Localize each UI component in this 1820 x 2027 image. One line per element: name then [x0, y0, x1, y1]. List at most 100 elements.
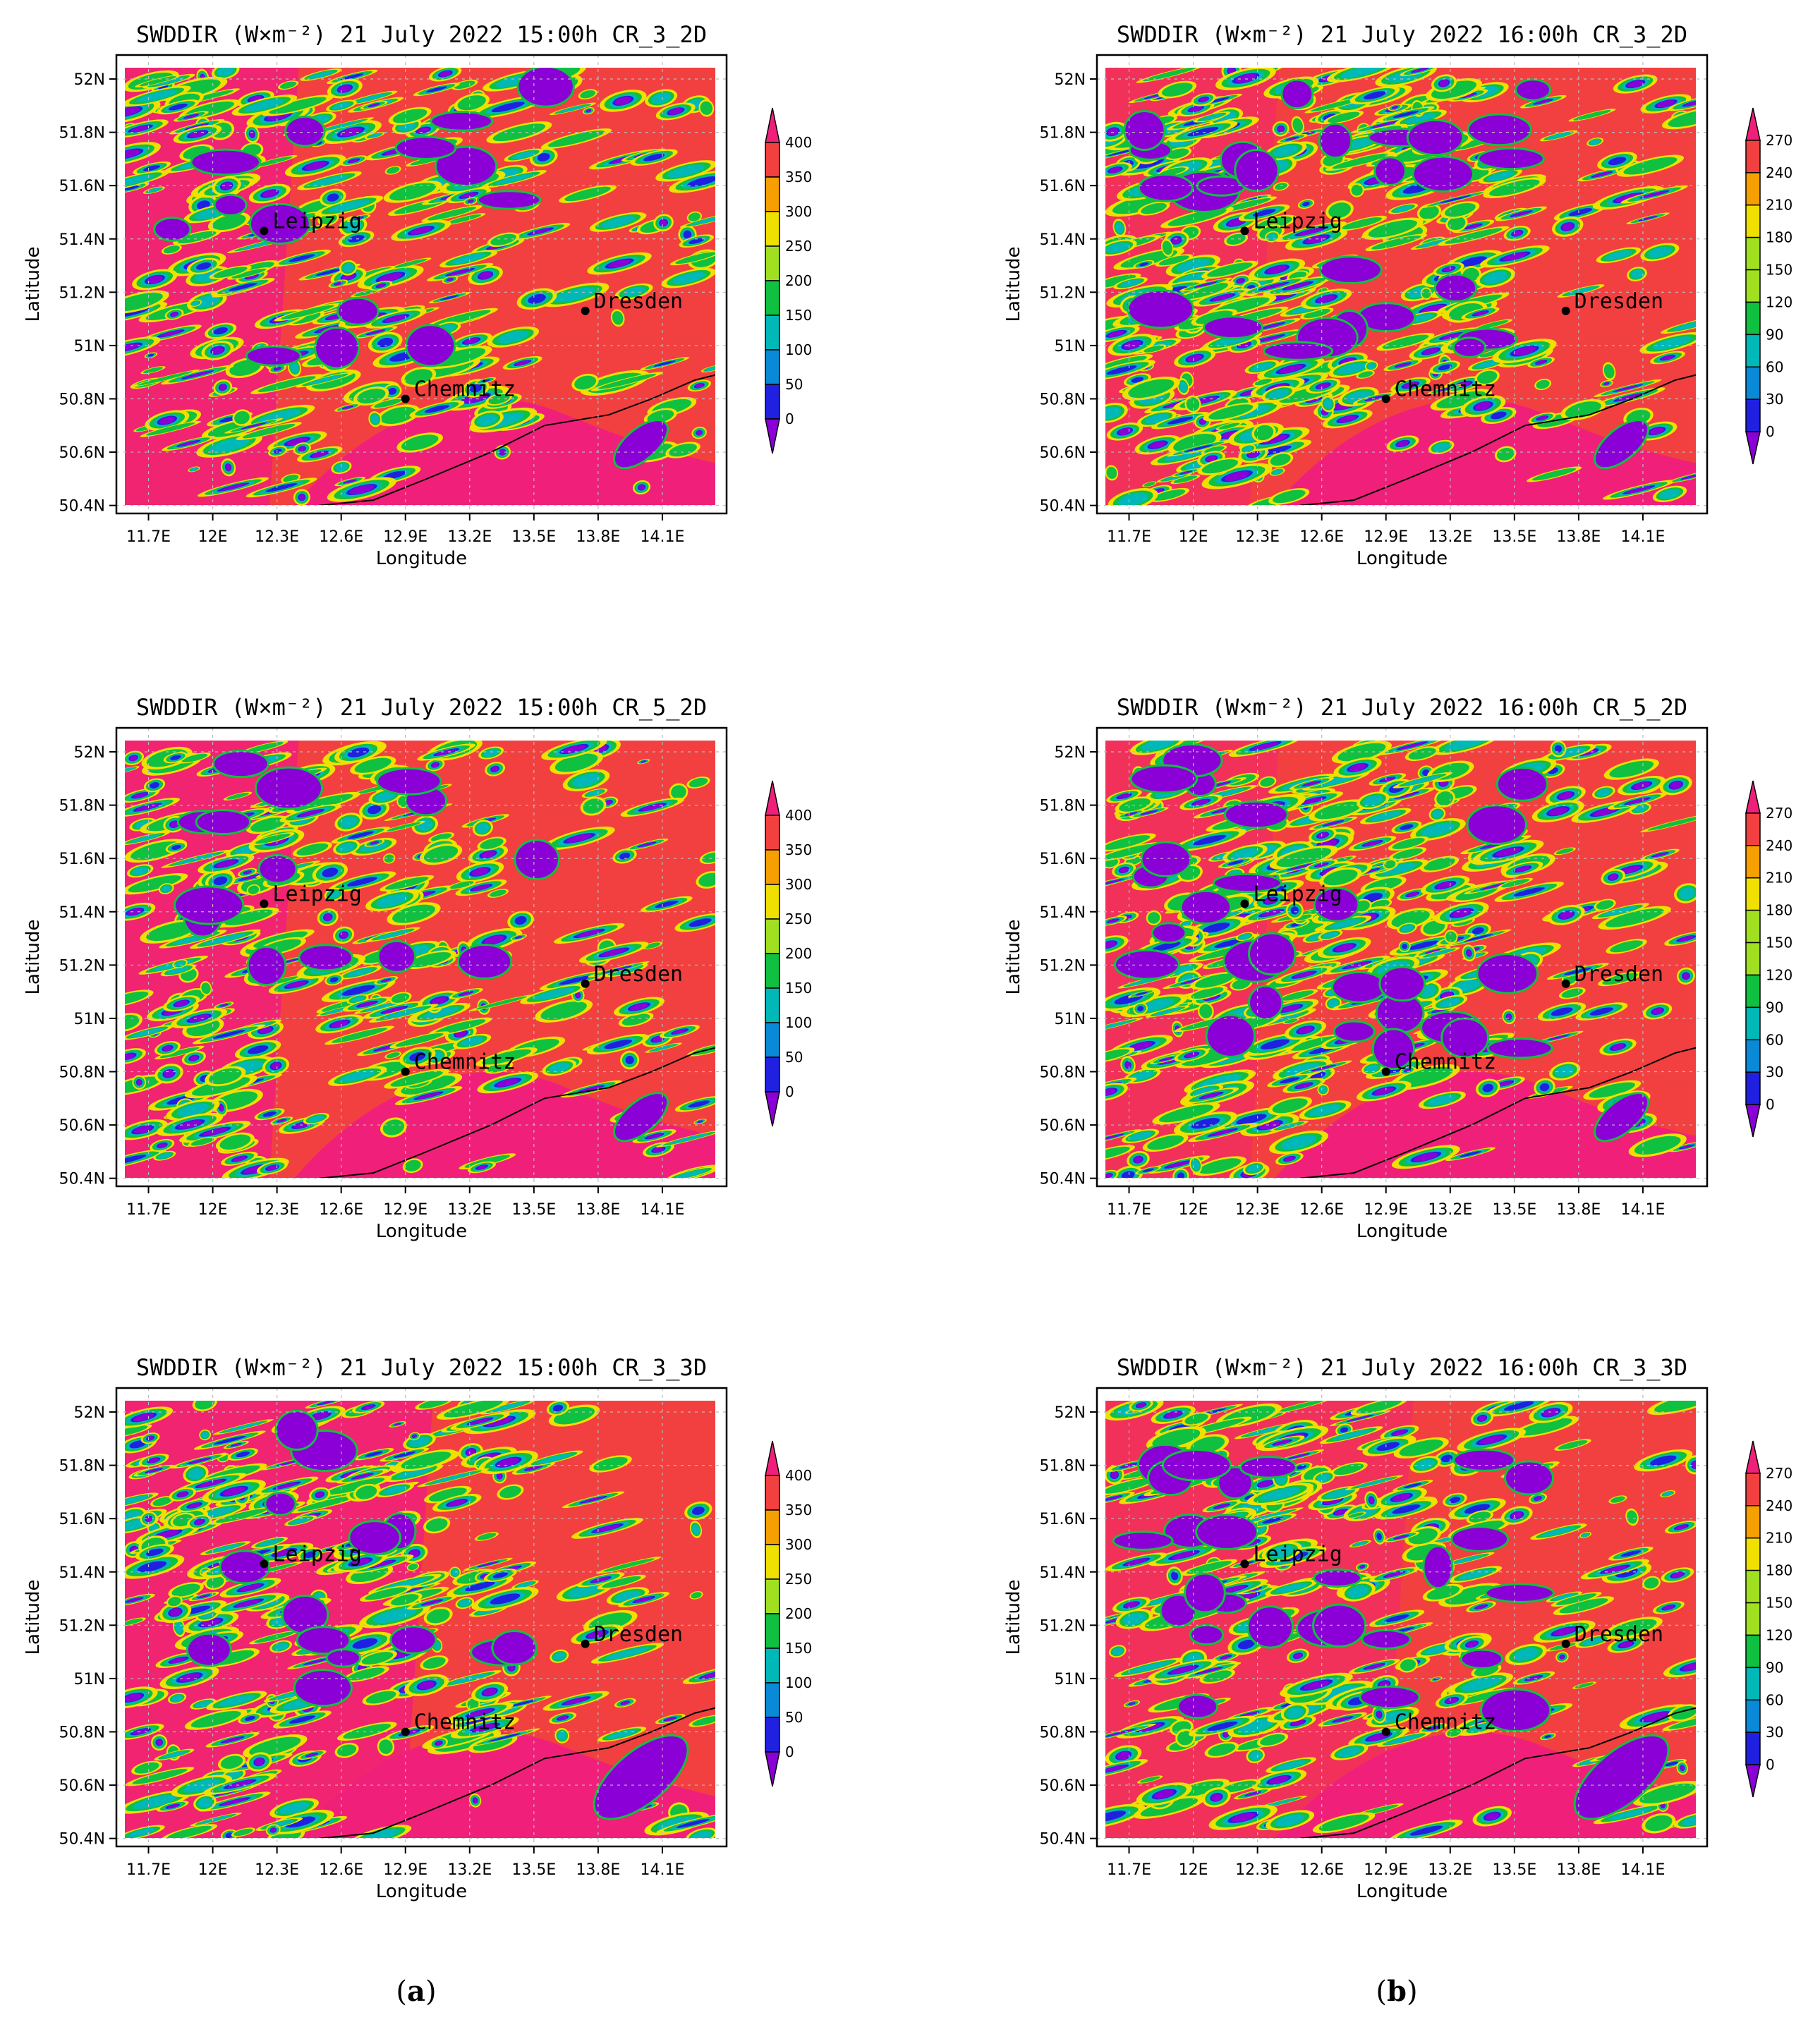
cloud-mid [1547, 132, 1570, 140]
map-frame [115, 726, 728, 1188]
cloud-core [672, 1028, 687, 1035]
cloud-mid [1273, 145, 1299, 157]
cloud-ring [386, 1052, 400, 1059]
cloud-mid [375, 791, 396, 802]
map-panel-1: SWDDIR (W×m⁻²) 21 July 2022 16:00h CR_3_… [1003, 21, 1792, 569]
cloud-core [491, 766, 499, 772]
cloud-core [468, 200, 473, 203]
cloud-ring [1153, 489, 1186, 501]
cloud-dense [212, 1030, 245, 1039]
cloud-mid [1131, 1071, 1154, 1081]
cloud-core [1562, 222, 1574, 231]
cloud-core [1373, 121, 1398, 128]
cloud-ring [688, 777, 708, 788]
cloud-mid [376, 894, 408, 907]
cloud-ring [401, 434, 439, 451]
cloud-ring [1436, 791, 1453, 806]
cloud-patch [1137, 173, 1194, 202]
colorbar-label: 100 [785, 1014, 812, 1031]
city-marker [260, 226, 269, 236]
cloud-dense [1191, 1118, 1220, 1129]
cloud-core [641, 760, 646, 763]
cloud-core [1593, 171, 1610, 177]
cloud-core [354, 217, 363, 220]
cloud-mid [1555, 1065, 1575, 1077]
cloud-core [695, 383, 704, 389]
cloud-patch [336, 296, 380, 326]
cloud-patch-southeast [1594, 419, 1650, 470]
cloud-mid [1105, 406, 1122, 420]
cloud-core [1465, 224, 1481, 229]
x-tick-label: 13.8E [576, 1201, 620, 1219]
city-label: Leipzig [272, 209, 361, 233]
cloud-core [171, 312, 178, 317]
cloud-mid [338, 842, 355, 852]
cloud-dense [265, 483, 298, 492]
cloud-core [174, 1000, 188, 1007]
cloud-mid [1177, 274, 1205, 284]
cloud-mid [600, 216, 636, 229]
cloud-mid [423, 1006, 459, 1018]
cloud-core [499, 449, 506, 456]
colorbar-swatch [765, 280, 780, 316]
cloud-dense [1400, 824, 1414, 830]
cloud-patch [1318, 255, 1383, 285]
cloud-core [220, 1004, 228, 1007]
colorbar-swatch [765, 849, 780, 885]
cloud-ring [1105, 844, 1157, 860]
cloud-core [339, 85, 351, 93]
cloud-mid [157, 1152, 171, 1159]
cloud-ring [1368, 219, 1417, 238]
cloud-dense [1167, 416, 1194, 425]
cloud-patch [246, 945, 287, 987]
cloud-ring [1431, 884, 1472, 900]
x-tick-label: 12.6E [319, 528, 363, 546]
cloud-core [370, 841, 378, 845]
cloud-core [368, 330, 384, 335]
cloud-core [1261, 434, 1287, 444]
colorbar-label: 0 [785, 410, 794, 427]
cloud-mid [328, 200, 370, 212]
colorbar-label: 120 [1766, 293, 1792, 310]
cloud-core [1381, 777, 1395, 782]
colorbar-swatch [1745, 236, 1761, 271]
cloud-dense [1460, 256, 1487, 267]
cloud-core [298, 446, 305, 451]
cloud-ring [1605, 908, 1664, 927]
cloud-core [1313, 1065, 1334, 1071]
cloud-core [1224, 471, 1249, 482]
cloud-ring [1391, 910, 1430, 927]
colorbar-label: 150 [785, 307, 812, 324]
cloud-core [384, 315, 407, 322]
cloud-mid [1405, 113, 1437, 123]
cloud-dense [1472, 927, 1484, 935]
cloud-ring [644, 942, 661, 949]
cloud-patch [245, 345, 302, 367]
cloud-mid [1328, 999, 1339, 1008]
cloud-core [580, 1085, 602, 1092]
cloud-patch [514, 839, 560, 881]
cloud-dense [687, 176, 715, 187]
cloud-core [1142, 810, 1156, 815]
cloud-ring [1141, 202, 1167, 214]
cloud-ring [1175, 282, 1228, 300]
cloud-ring [1531, 468, 1577, 481]
cloud-mid [191, 300, 200, 305]
x-tick-label: 11.7E [126, 528, 171, 546]
cloud-core [1105, 941, 1116, 949]
colorbar-label: 0 [1766, 423, 1775, 440]
cloud-mid [204, 933, 247, 945]
cloud-dense [1463, 934, 1493, 942]
cloud-ring [269, 97, 327, 114]
cloud-core [1627, 80, 1644, 88]
cloud-core [178, 440, 198, 446]
cloud-core [358, 1001, 376, 1007]
colorbar-swatch [1745, 140, 1761, 174]
cloud-dense [1563, 967, 1592, 975]
cloud-core [646, 1133, 662, 1139]
colorbar-swatch [765, 315, 780, 351]
cloud-core [652, 1036, 664, 1042]
colorbar-label: 50 [785, 1049, 803, 1066]
cloud-patch [314, 326, 360, 370]
